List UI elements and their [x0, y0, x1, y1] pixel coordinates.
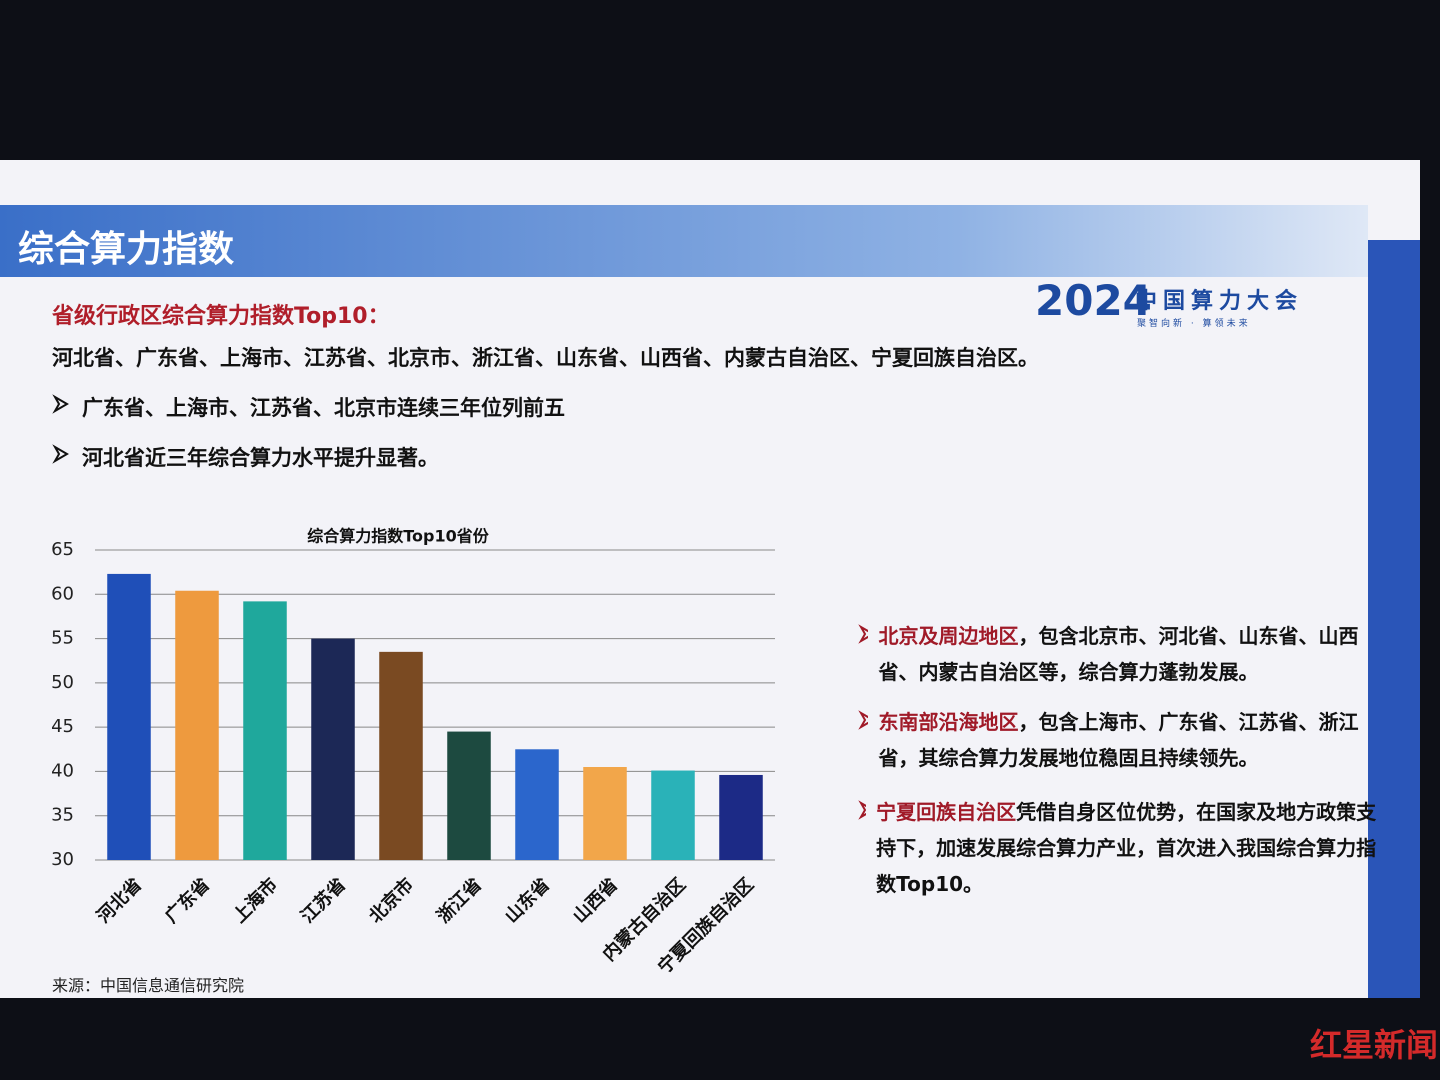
note-text: ，包含北京市、河北省、山东省、山西省、内蒙古自治区等，综合算力蓬勃发展。: [878, 624, 1359, 684]
bar: [719, 774, 763, 860]
intro-list: 河北省、广东省、上海市、江苏省、北京市、浙江省、山东省、山西省、内蒙古自治区、宁…: [52, 346, 1039, 370]
bar: [651, 770, 695, 860]
chart-title: 综合算力指数Top10省份: [307, 527, 490, 546]
bar: [583, 767, 627, 860]
note: 东南部沿海地区，包含上海市、广东省、江苏省、浙江省，其综合算力发展地位稳固且持续…: [858, 704, 1378, 776]
x-tick-label: 上海市: [228, 874, 282, 928]
x-tick-label: 江苏省: [296, 874, 350, 928]
y-tick-label: 65: [51, 539, 74, 560]
bar: [379, 651, 423, 860]
watermark: 红星新闻: [1310, 1026, 1439, 1064]
note-highlight: 宁夏回族自治区: [876, 800, 1017, 824]
y-tick-label: 50: [51, 672, 74, 693]
bullet-text: 广东省、上海市、江苏省、北京市连续三年位列前五: [82, 396, 565, 420]
x-tick-label: 广东省: [160, 874, 214, 928]
x-tick-label: 河北省: [92, 874, 146, 928]
y-tick-label: 60: [51, 583, 74, 604]
x-tick-label: 浙江省: [432, 874, 486, 928]
intro-heading: 省级行政区综合算力指数Top10：: [52, 304, 390, 329]
bar: [515, 749, 559, 860]
bar: [175, 590, 219, 860]
source: 来源：中国信息通信研究院: [52, 976, 245, 995]
bar: [107, 573, 151, 860]
y-tick-label: 40: [51, 760, 74, 781]
note-text: ，包含上海市、广东省、江苏省、浙江省，其综合算力发展地位稳固且持续领先。: [878, 710, 1359, 770]
slide-title: 综合算力指数: [18, 229, 235, 270]
bar: [311, 638, 355, 860]
y-tick-label: 30: [51, 849, 74, 870]
note-highlight: 东南部沿海地区: [878, 710, 1019, 734]
note-highlight: 北京及周边地区: [878, 624, 1019, 648]
x-tick-label: 北京市: [364, 874, 418, 928]
arrow: [52, 444, 69, 464]
header-band: [0, 205, 1368, 277]
arrow: [52, 394, 69, 414]
logo-name: 中国算力大会: [1135, 289, 1304, 314]
bullet-text: 河北省近三年综合算力水平提升显著。: [82, 446, 439, 470]
arrow: [858, 624, 869, 644]
y-tick-label: 55: [51, 628, 74, 649]
note: 宁夏回族自治区凭借自身区位优势，在国家及地方政策支持下，加速发展综合算力产业，首…: [858, 794, 1378, 902]
x-tick-label: 山东省: [500, 874, 554, 928]
chart: 综合算力指数Top10省份 30 35 40 45 50 55 60 65 河北省 广东省 上海市江…: [51, 527, 775, 978]
bullet: 河北省近三年综合算力水平提升显著。: [52, 442, 439, 472]
bar: [447, 731, 491, 860]
logo-year: 2024: [1035, 276, 1152, 325]
y-tick-label: 45: [51, 716, 74, 737]
arrow: [858, 800, 867, 820]
logo-slogan: 聚智向新 · 算领未来: [1137, 319, 1251, 329]
note: 北京及周边地区，包含北京市、河北省、山东省、山西省、内蒙古自治区等，综合算力蓬勃…: [858, 618, 1378, 690]
y-tick-label: 35: [51, 805, 74, 826]
slide: [0, 160, 1420, 998]
note-text: 凭借自身区位优势，在国家及地方政策支持下，加速发展综合算力产业，首次进入我国综合…: [876, 800, 1377, 896]
bar: [243, 601, 287, 860]
bullet: 广东省、上海市、江苏省、北京市连续三年位列前五: [52, 392, 565, 422]
arrow: [858, 710, 869, 730]
side-strip: [1368, 240, 1420, 998]
x-tick-label: 山西省: [568, 874, 622, 928]
